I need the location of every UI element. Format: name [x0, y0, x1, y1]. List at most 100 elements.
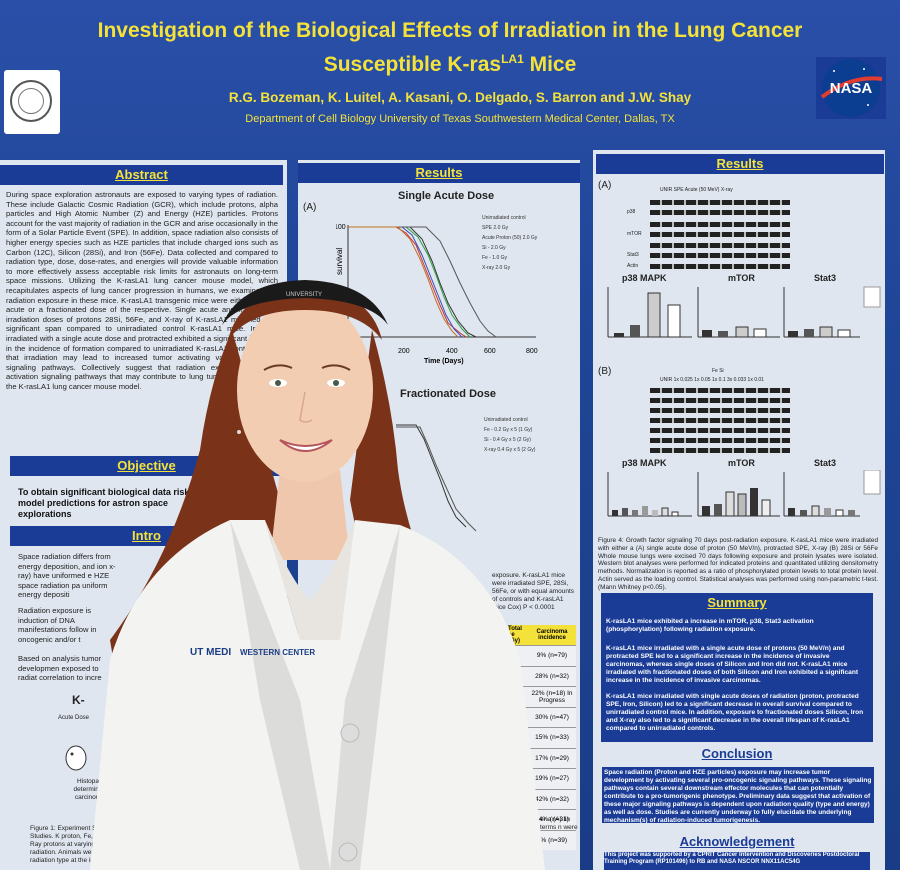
- legend1-4: Fe - 1.0 Gy: [482, 255, 508, 261]
- neck: [270, 470, 350, 560]
- nasa-logo: NASA: [816, 57, 886, 119]
- acknowledgement-heading: Acknowledgement: [601, 832, 873, 852]
- table-cell-incidence: 30% (n=47): [535, 713, 569, 721]
- intro-diagram-label: K-: [72, 693, 85, 707]
- left-eyebrow: [263, 364, 293, 371]
- ytick-100: 100: [336, 224, 346, 231]
- headband-text: UNIVERSITY: [286, 292, 322, 298]
- coat-lapel-left: [230, 520, 330, 870]
- left-iris: [275, 380, 281, 386]
- results-caption-fragment: exposure. K-rasLA1 mice were irradiated …: [492, 572, 575, 611]
- chart1-title: Single Acute Dose: [398, 190, 495, 202]
- legend2-2: Si - 0.4 Gy x 5 (2 Gy): [484, 437, 531, 443]
- figure4-caption: Figure 4: Growth factor signaling 70 day…: [598, 537, 878, 591]
- summary-bullet-2: K-rasLA1 mice irradiated with a single a…: [606, 645, 859, 684]
- panel-a-right-label: (A): [598, 180, 612, 191]
- summary-bullet-1: K-rasLA1 mice exhibited a increase in mT…: [606, 618, 814, 633]
- department: Department of Cell Biology University of…: [245, 113, 675, 125]
- right-eyebrow: [321, 364, 351, 371]
- results-heading-right: Results: [596, 154, 884, 174]
- bar-title-stat3: Stat3: [814, 273, 837, 283]
- histopathology-text: Histopa determine carcinom: [73, 778, 103, 801]
- conclusion-heading: Conclusion: [601, 744, 873, 764]
- bar-charts-a: [607, 286, 881, 338]
- chart1-xlabel: Time (Days): [424, 358, 464, 365]
- nose: [299, 391, 313, 423]
- legend1-1: SPE 2.0 Gy: [482, 225, 509, 231]
- title-line-2-end: Mice: [523, 53, 577, 76]
- poster-title: Investigation of the Biological Effects …: [60, 16, 840, 79]
- summary-heading: Summary: [601, 593, 873, 613]
- blot-label-mtor: mTOR: [627, 231, 642, 237]
- bar-title-p38-b: p38 MAPK: [622, 458, 667, 468]
- headband: [222, 280, 388, 325]
- table-row: 9% (n=79): [508, 645, 576, 666]
- coat-button-bottom: [338, 842, 358, 862]
- coat-button-top: [340, 723, 360, 743]
- results-heading-middle: Results: [298, 163, 580, 183]
- table-row: 22% (n=18) In Progress: [508, 686, 576, 707]
- legend2-1: Fe - 0.2 Gy x 5 (1 Gy): [484, 427, 533, 433]
- legend1-0: Unirradiated control: [482, 215, 526, 221]
- smile: [279, 439, 333, 452]
- table-header: Total se (Gy) Carcinoma incidence: [508, 625, 576, 645]
- legend1-5: X-ray 2.0 Gy: [482, 265, 511, 271]
- intro-bullet-2: Radiation exposure is induction of DNA m…: [18, 606, 97, 644]
- title-line-2-text: Susceptible K-ras: [323, 53, 502, 76]
- legend2-0: Unirradiated control: [484, 417, 528, 423]
- title-line-1: Investigation of the Biological Effects …: [97, 19, 803, 42]
- seal-ring: [10, 80, 52, 122]
- table-header-incidence: Carcinoma incidence: [536, 629, 568, 641]
- face: [237, 298, 373, 482]
- acknowledgement-text: This project was supported by a CPRIT Ca…: [604, 852, 870, 870]
- acute-dose-label: Acute Dose: [58, 715, 90, 721]
- chart2-title: Fractionated Dose: [400, 388, 496, 400]
- table-cell-incidence: 15% (n=33): [535, 734, 569, 742]
- abstract-heading: Abstract: [0, 165, 283, 185]
- blot-header-a: UNIR SPE Acute (50 MeV) X-ray: [660, 187, 733, 193]
- table-header-dose: Total se (Gy): [508, 626, 522, 644]
- survival-chart-single-acute: 100 survival 200 400 600 800 Time (Days)…: [336, 215, 538, 365]
- earring: [237, 430, 241, 434]
- table-cell-incidence: 34% (n=31): [535, 816, 569, 824]
- blot-label-stat3: Stat3: [627, 252, 639, 258]
- university-seal-logo: [4, 70, 60, 134]
- coat-logo-left: UT MEDI: [190, 647, 231, 658]
- summary-bullet-3: K-rasLA1 mice irradiated with single acu…: [606, 693, 864, 732]
- authors: R.G. Bozeman, K. Luitel, A. Kasani, O. D…: [228, 90, 692, 105]
- table-cell-incidence: 28% (n=32): [535, 672, 569, 680]
- table-cell-incidence: 17% (n=29): [535, 754, 569, 762]
- coat-lapel-right: [330, 525, 400, 870]
- bar-title-p38: p38 MAPK: [622, 273, 667, 283]
- bar-title-stat3-b: Stat3: [814, 458, 837, 468]
- results-caption-bottom: er a (A) lin terms n were: [540, 816, 578, 831]
- bar-title-mtor: mTOR: [728, 273, 755, 283]
- intro-bullet-3: Based on analysis tumor developmen expos…: [18, 654, 102, 683]
- panel-a-label: (A): [303, 202, 317, 213]
- legend1-3: Si - 2.0 Gy: [482, 245, 506, 251]
- bar-title-mtor-b: mTOR: [728, 458, 755, 468]
- table-cell-incidence: 19% (n=27): [535, 775, 569, 783]
- table-cell-incidence: 22% (n=18) In Progress: [531, 689, 573, 704]
- blot-label-p38: p38: [627, 209, 636, 215]
- panel-b-right-label: (B): [598, 366, 612, 377]
- legend1-2: Acute Proton (50) 2.0 Gy: [482, 235, 538, 241]
- lab-coat: [90, 520, 545, 870]
- title-line-2: Susceptible K-rasLA1 Mice: [60, 45, 840, 79]
- blot-header-b: UNIR 1x 0.025 1x 0.05 1x 0.1 3x 0.033 1x…: [660, 377, 764, 383]
- seal-inner-ring: [18, 88, 44, 114]
- blot-label-actin: Actin: [627, 263, 639, 269]
- survival-chart-fractionated: Unirradiated control Fe - 0.2 Gy x 5 (1 …: [396, 417, 536, 532]
- objective-text: To obtain significant biological data ri…: [18, 487, 190, 519]
- figure1-caption: Figure 1: Experiment Simulation Studies.…: [30, 825, 123, 864]
- legend2-3: X-ray 0.4 Gy x 5 (2 Gy): [484, 447, 536, 453]
- xtick-400: 400: [446, 348, 458, 355]
- xtick-800: 800: [526, 348, 538, 355]
- table-cell-incidence: 9% (n=39): [536, 836, 568, 844]
- shirt: [265, 520, 355, 640]
- blot-header-b-top: Fe Si: [712, 368, 724, 374]
- right-iris: [333, 380, 339, 386]
- xtick-200: 200: [398, 348, 410, 355]
- summary-box: [601, 612, 873, 742]
